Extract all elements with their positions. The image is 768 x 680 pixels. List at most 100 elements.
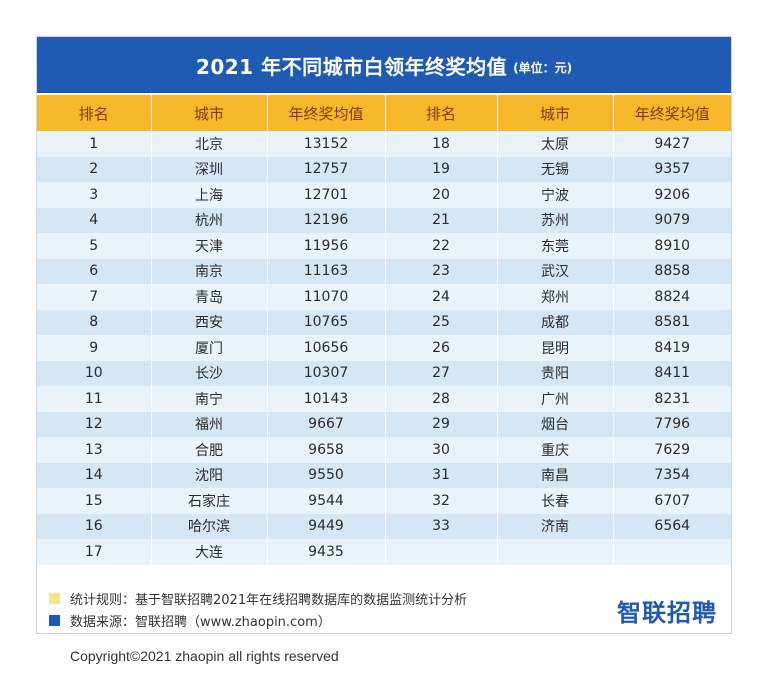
cell-city-left: 北京 bbox=[151, 131, 268, 157]
cell-bonus-left: 12757 bbox=[267, 156, 386, 182]
table-row: 7 青岛 11070 24 郑州 8824 bbox=[37, 284, 731, 310]
table-row: 12 福州 9667 29 烟台 7796 bbox=[37, 411, 731, 437]
cell-city-left: 石家庄 bbox=[151, 488, 268, 514]
cell-rank-left: 12 bbox=[37, 411, 152, 437]
cell-rank-right: 27 bbox=[385, 360, 498, 386]
notes: 统计规则：基于智联招聘2021年在线招聘数据库的数据监测统计分析 数据来源：智联… bbox=[49, 587, 719, 631]
cell-bonus-right: 6564 bbox=[613, 513, 731, 539]
cell-city-right bbox=[497, 539, 614, 565]
cell-rank-right: 25 bbox=[385, 309, 498, 335]
table-row: 4 杭州 12196 21 苏州 9079 bbox=[37, 207, 731, 233]
cell-rank-left: 5 bbox=[37, 233, 152, 259]
cell-bonus-left: 9667 bbox=[267, 411, 386, 437]
col-header-bonus-left: 年终奖均值 bbox=[267, 95, 386, 131]
cell-rank-left: 3 bbox=[37, 182, 152, 208]
cell-city-right: 广州 bbox=[497, 386, 614, 412]
cell-bonus-left: 12701 bbox=[267, 182, 386, 208]
cell-city-left: 合肥 bbox=[151, 437, 268, 463]
note-stat-rule-text: 统计规则：基于智联招聘2021年在线招聘数据库的数据监测统计分析 bbox=[70, 592, 468, 608]
cell-city-left: 南宁 bbox=[151, 386, 268, 412]
cell-bonus-right: 8411 bbox=[613, 360, 731, 386]
col-header-bonus-right: 年终奖均值 bbox=[613, 95, 731, 131]
cell-city-right: 太原 bbox=[497, 131, 614, 157]
note-source-text: 数据来源：智联招聘（www.zhaopin.com） bbox=[70, 614, 331, 630]
cell-bonus-right: 9357 bbox=[613, 156, 731, 182]
cell-bonus-left: 9658 bbox=[267, 437, 386, 463]
cell-rank-left: 1 bbox=[37, 131, 152, 157]
cell-rank-left: 16 bbox=[37, 513, 152, 539]
cell-rank-left: 9 bbox=[37, 335, 152, 361]
cell-city-left: 长沙 bbox=[151, 360, 268, 386]
cell-city-left: 福州 bbox=[151, 411, 268, 437]
cell-bonus-right: 9427 bbox=[613, 131, 731, 157]
table-row: 5 天津 11956 22 东莞 8910 bbox=[37, 233, 731, 259]
cell-city-left: 西安 bbox=[151, 309, 268, 335]
cell-rank-left: 6 bbox=[37, 258, 152, 284]
cell-bonus-left: 10656 bbox=[267, 335, 386, 361]
cell-bonus-left: 10307 bbox=[267, 360, 386, 386]
cell-bonus-right: 8581 bbox=[613, 309, 731, 335]
table-row: 16 哈尔滨 9449 33 济南 6564 bbox=[37, 513, 731, 539]
cell-bonus-right: 6707 bbox=[613, 488, 731, 514]
cell-bonus-right: 7629 bbox=[613, 437, 731, 463]
cell-rank-right: 33 bbox=[385, 513, 498, 539]
cell-city-right: 东莞 bbox=[497, 233, 614, 259]
col-header-city-right: 城市 bbox=[497, 95, 614, 131]
cell-bonus-left: 9435 bbox=[267, 539, 386, 565]
cell-bonus-left: 9544 bbox=[267, 488, 386, 514]
table-row: 2 深圳 12757 19 无锡 9357 bbox=[37, 156, 731, 182]
cell-city-left: 南京 bbox=[151, 258, 268, 284]
cell-city-left: 深圳 bbox=[151, 156, 268, 182]
blue-square-icon bbox=[49, 614, 60, 626]
cell-rank-right: 30 bbox=[385, 437, 498, 463]
cell-bonus-left: 10143 bbox=[267, 386, 386, 412]
col-header-rank-left: 排名 bbox=[37, 95, 152, 131]
cell-bonus-left: 11163 bbox=[267, 258, 386, 284]
cell-rank-left: 13 bbox=[37, 437, 152, 463]
cell-rank-right: 32 bbox=[385, 488, 498, 514]
cell-rank-left: 8 bbox=[37, 309, 152, 335]
cell-bonus-right: 9206 bbox=[613, 182, 731, 208]
cell-rank-left: 14 bbox=[37, 462, 152, 488]
copyright: Copyright©2021 zhaopin all rights reserv… bbox=[70, 648, 339, 664]
cell-bonus-right: 8231 bbox=[613, 386, 731, 412]
brand-logo: 智联招聘 bbox=[617, 599, 717, 627]
table-row: 15 石家庄 9544 32 长春 6707 bbox=[37, 488, 731, 514]
cell-city-right: 无锡 bbox=[497, 156, 614, 182]
cell-city-right: 宁波 bbox=[497, 182, 614, 208]
cell-bonus-right: 8858 bbox=[613, 258, 731, 284]
table-body: 1 北京 13152 18 太原 9427 2 深圳 12757 19 无锡 9357 3 上海 12701… bbox=[37, 131, 731, 565]
cell-rank-left: 11 bbox=[37, 386, 152, 412]
cell-rank-right: 31 bbox=[385, 462, 498, 488]
cell-bonus-right: 8824 bbox=[613, 284, 731, 310]
cell-rank-left: 4 bbox=[37, 207, 152, 233]
cell-bonus-right: 7796 bbox=[613, 411, 731, 437]
col-header-city-left: 城市 bbox=[151, 95, 268, 131]
ranking-table: 排名 城市 年终奖均值 排名 城市 年终奖均值 1 北京 13152 18 太原 9427… bbox=[37, 95, 731, 565]
table-row: 10 长沙 10307 27 贵阳 8411 bbox=[37, 360, 731, 386]
cell-bonus-right: 7354 bbox=[613, 462, 731, 488]
cell-city-right: 长春 bbox=[497, 488, 614, 514]
cell-city-right: 南昌 bbox=[497, 462, 614, 488]
cell-bonus-left: 12196 bbox=[267, 207, 386, 233]
cell-rank-left: 7 bbox=[37, 284, 152, 310]
cell-rank-right: 29 bbox=[385, 411, 498, 437]
cell-bonus-left: 10765 bbox=[267, 309, 386, 335]
chart-title: 2021 年不同城市白领年终奖均值 bbox=[195, 54, 508, 79]
cell-rank-right: 19 bbox=[385, 156, 498, 182]
cell-city-right: 郑州 bbox=[497, 284, 614, 310]
cell-city-right: 武汉 bbox=[497, 258, 614, 284]
cell-city-left: 上海 bbox=[151, 182, 268, 208]
cell-city-left: 杭州 bbox=[151, 207, 268, 233]
table-header-row: 排名 城市 年终奖均值 排名 城市 年终奖均值 bbox=[37, 95, 731, 131]
cell-rank-left: 17 bbox=[37, 539, 152, 565]
cell-bonus-left: 13152 bbox=[267, 131, 386, 157]
cell-city-left: 哈尔滨 bbox=[151, 513, 268, 539]
table-row: 8 西安 10765 25 成都 8581 bbox=[37, 309, 731, 335]
cell-rank-right: 24 bbox=[385, 284, 498, 310]
report-frame: 2021 年不同城市白领年终奖均值 (单位：元) 排名 城市 年终奖均值 排名 … bbox=[36, 36, 732, 634]
unit-label: (单位：元) bbox=[513, 60, 573, 75]
cell-city-left: 大连 bbox=[151, 539, 268, 565]
cell-city-right: 昆明 bbox=[497, 335, 614, 361]
col-header-rank-right: 排名 bbox=[385, 95, 498, 131]
